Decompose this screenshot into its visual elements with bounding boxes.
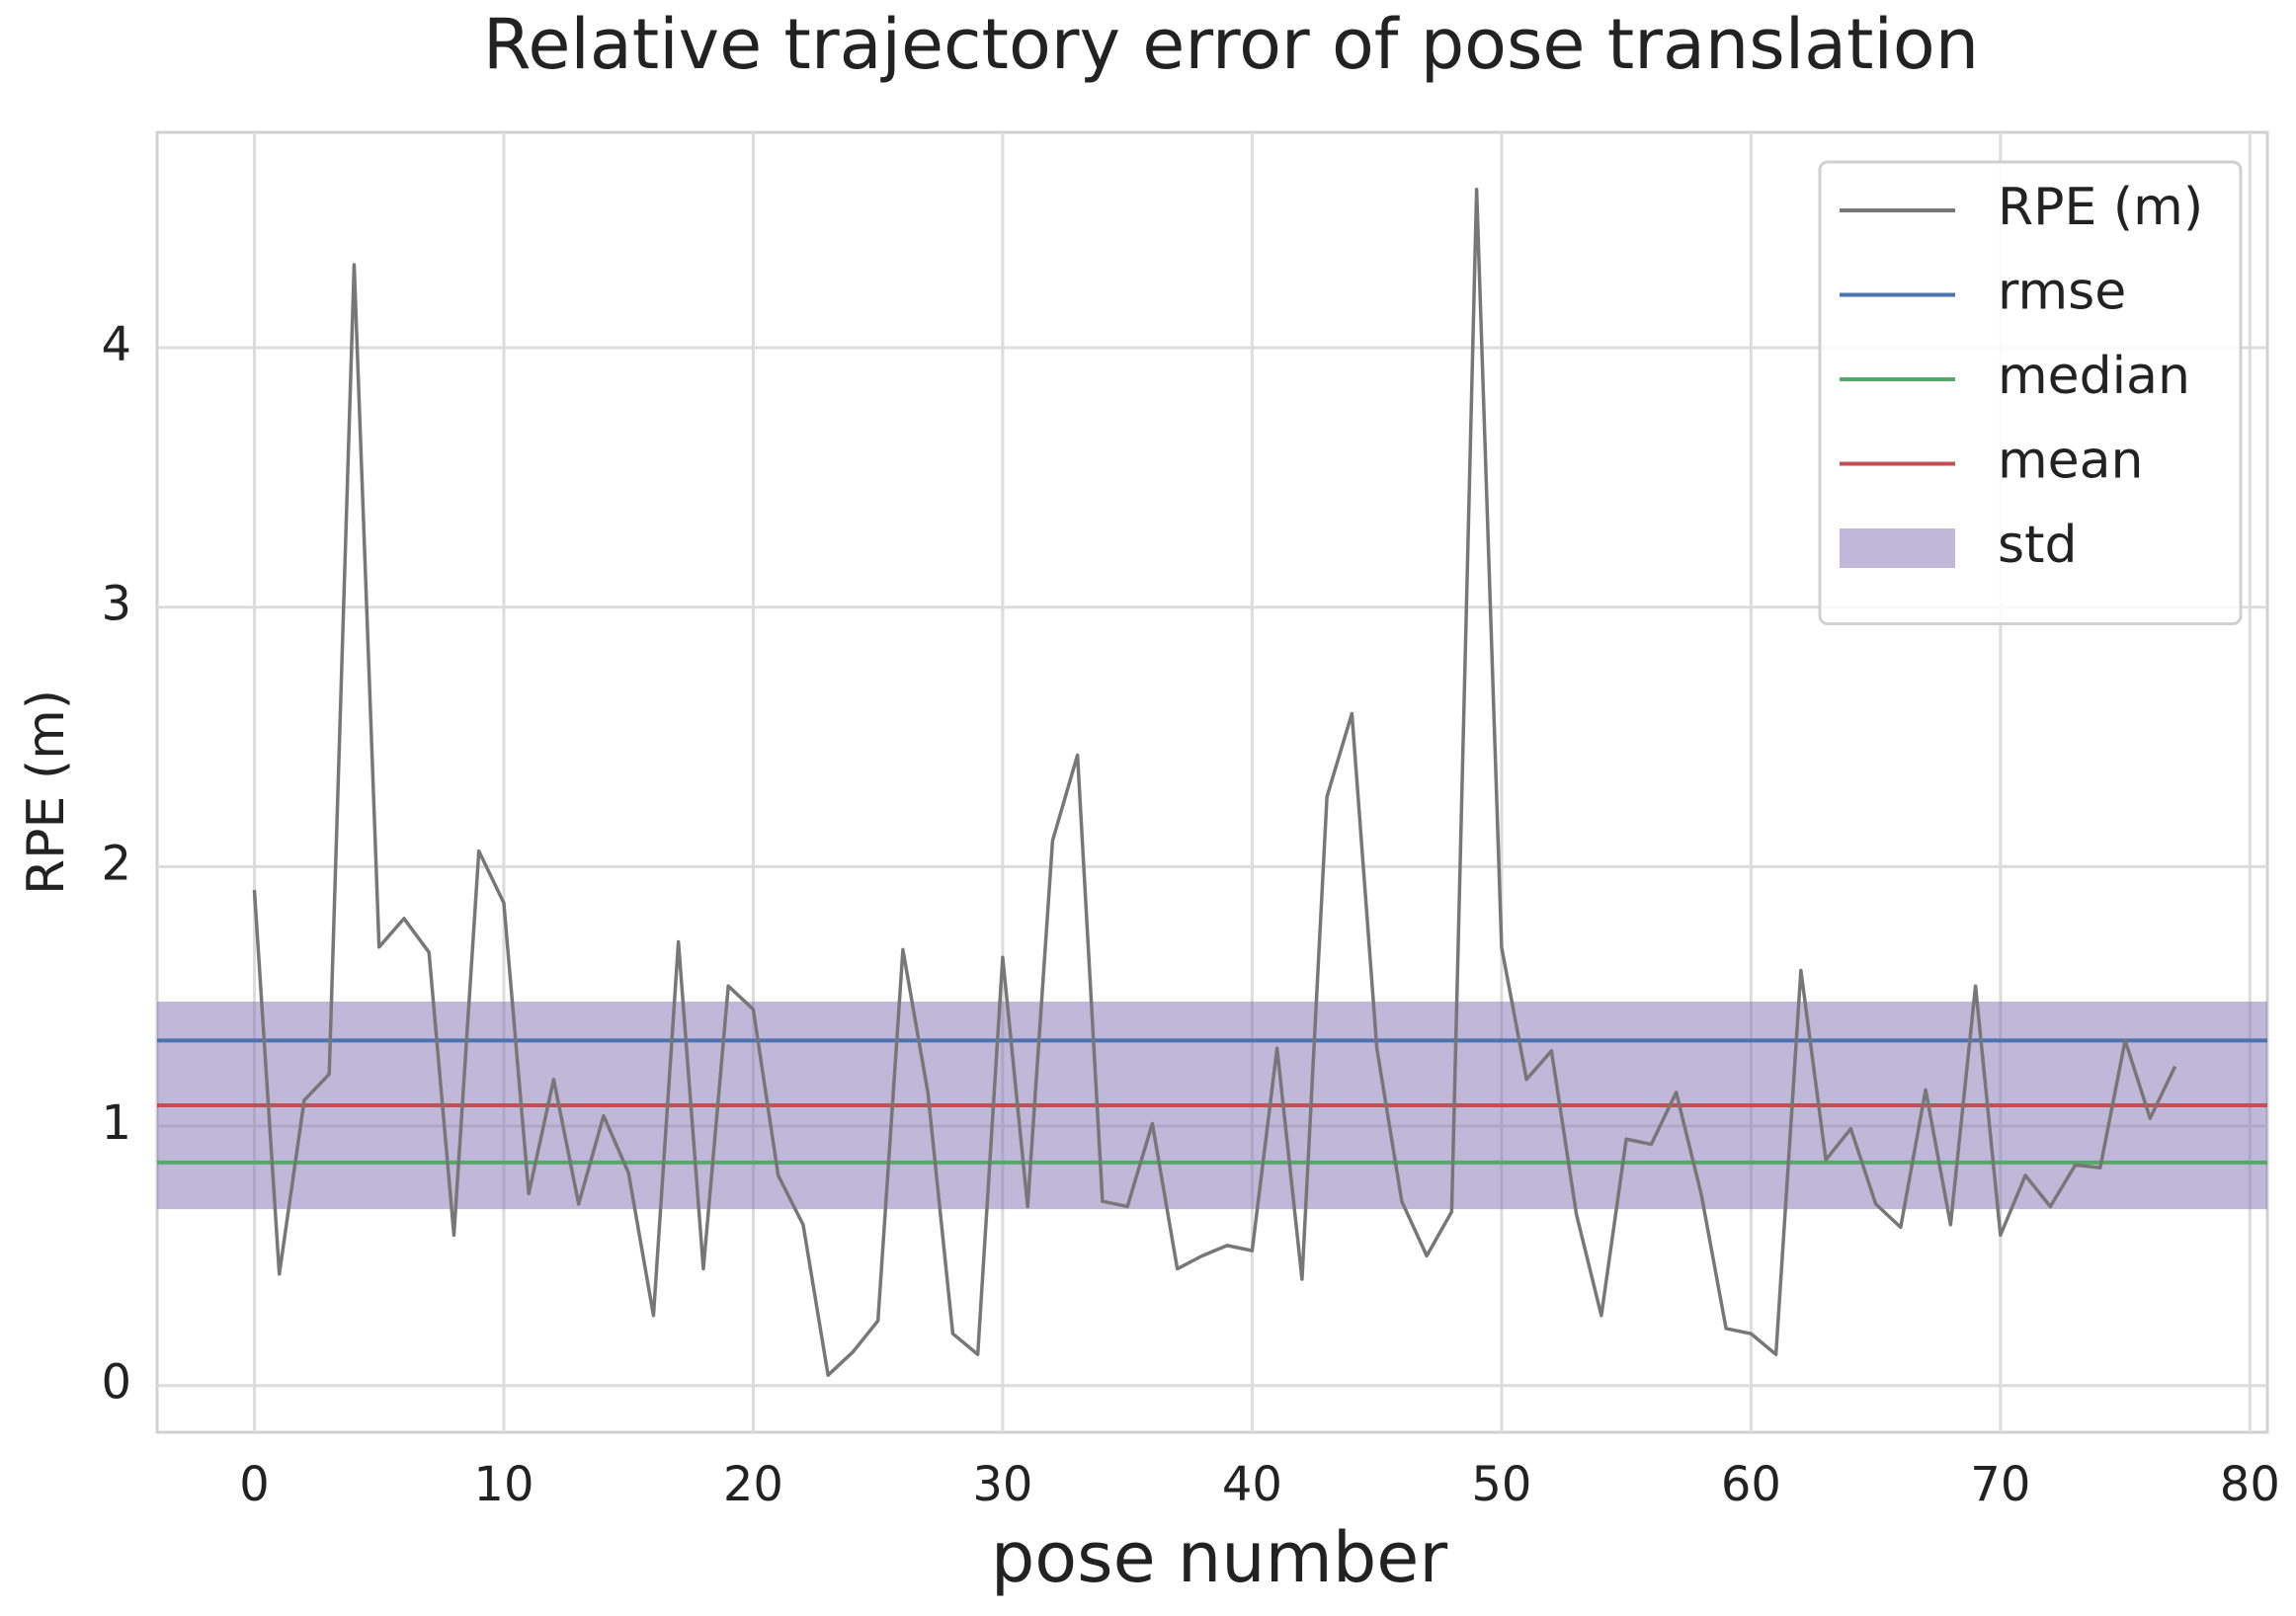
y-axis-label: RPE (m) (17, 689, 76, 895)
data-line (252, 188, 2177, 1377)
x-tick-label: 70 (1970, 1457, 2030, 1512)
y-tick-label: 2 (101, 836, 131, 891)
x-tick-label: 10 (473, 1457, 533, 1512)
legend-swatch (1840, 528, 1955, 568)
legend-label: rmse (1998, 263, 2126, 322)
legend-label: mean (1998, 432, 2143, 491)
plot-content (157, 188, 2267, 1377)
x-tick-label: 40 (1222, 1457, 1282, 1512)
x-axis-label: pose number (991, 1517, 1447, 1598)
y-tick-label: 0 (101, 1355, 131, 1411)
y-tick-label: 1 (101, 1095, 131, 1151)
chart-title: Relative trajectory error of pose transl… (483, 4, 1979, 85)
x-tick-label: 0 (239, 1457, 270, 1512)
x-tick-label: 60 (1721, 1457, 1781, 1512)
x-tick-label: 50 (1471, 1457, 1531, 1512)
x-tick-label: 30 (972, 1457, 1032, 1512)
legend-label: RPE (m) (1998, 178, 2203, 237)
legend-box (1818, 160, 2243, 625)
x-tick-label: 20 (723, 1457, 783, 1512)
legend-label: median (1998, 347, 2190, 406)
legend-label: std (1998, 516, 2078, 575)
y-tick-label: 4 (101, 317, 131, 372)
x-tick-label: 80 (2220, 1457, 2280, 1512)
y-tick-label: 3 (101, 577, 131, 632)
